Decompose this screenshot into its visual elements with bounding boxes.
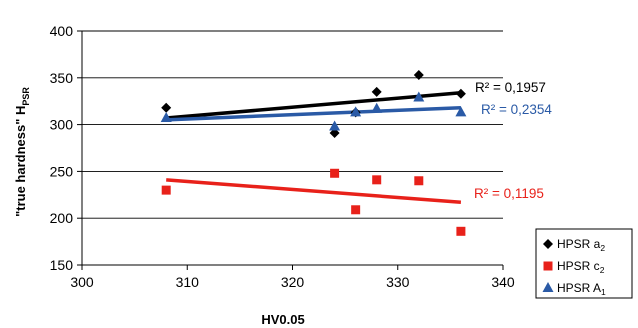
x-tick-label: 330 (386, 274, 410, 290)
legend-label-3: HPSR A1 (557, 281, 606, 297)
y-tick-label: 200 (50, 210, 74, 226)
data-point-series-2 (351, 205, 361, 215)
data-point-series-3 (329, 120, 341, 131)
data-point-series-1 (413, 69, 424, 80)
trendline-series-3 (166, 106, 461, 122)
legend: HPSR a2 HPSR c2 HPSR A1 (535, 228, 633, 299)
y-axis-title: "true hardness" HPSR (13, 87, 31, 217)
legend-label-1: HPSR a2 (557, 237, 605, 253)
x-tick-label: 320 (281, 274, 305, 290)
y-tick-label: 400 (50, 23, 74, 39)
data-series (160, 69, 467, 236)
r-squared-labels: R² = 0,1957 R² = 0,1195 R² = 0,2354 (474, 80, 552, 201)
x-tick-label: 300 (70, 274, 94, 290)
data-point-series-2 (372, 175, 382, 185)
data-point-series-3 (371, 102, 383, 113)
data-point-series-2 (456, 226, 466, 236)
data-point-series-1 (161, 102, 172, 113)
data-point-series-2 (414, 176, 424, 186)
legend-marker-3 (542, 282, 554, 292)
legend-marker-1 (543, 239, 553, 249)
y-axis-title-sub: PSR (21, 87, 31, 106)
x-tick-label: 310 (176, 274, 200, 290)
y-tick-label: 250 (50, 163, 74, 179)
data-point-series-1 (371, 86, 382, 97)
data-point-series-3 (160, 112, 172, 123)
data-point-series-2 (161, 185, 171, 195)
trendline-series-2 (166, 178, 462, 205)
data-point-series-3 (413, 91, 425, 102)
y-axis-title-main: "true hardness" H (13, 106, 28, 217)
r-squared-label-series-1: R² = 0,1957 (475, 80, 546, 95)
y-tick-label: 350 (50, 70, 74, 86)
legend-label-2: HPSR c2 (557, 259, 605, 275)
data-point-series-3 (350, 106, 362, 117)
data-point-series-1 (455, 88, 466, 99)
axis-ticks: 150 200 250 300 350 400 300 310 320 330 340 (50, 23, 515, 290)
trendline-series-1 (166, 91, 462, 120)
x-axis-title: HV0.05 (261, 312, 304, 327)
grid-lines (82, 30, 503, 219)
data-point-series-2 (330, 168, 340, 178)
x-tick-label: 340 (491, 274, 515, 290)
y-tick-label: 150 (50, 257, 74, 273)
r-squared-label-series-2: R² = 0,1195 (474, 186, 544, 201)
data-point-series-3 (455, 106, 467, 117)
legend-marker-2 (543, 261, 553, 271)
y-tick-label: 300 (50, 117, 74, 133)
data-point-series-1 (329, 128, 340, 139)
r-squared-label-series-3: R² = 0,2354 (481, 102, 552, 117)
